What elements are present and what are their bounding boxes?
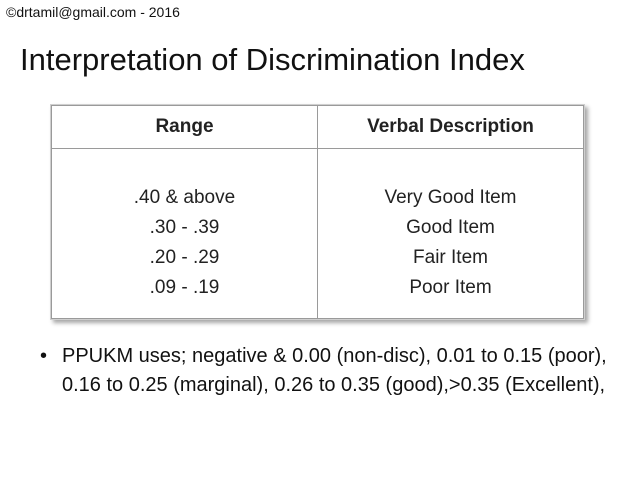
slide-title: Interpretation of Discrimination Index (20, 42, 525, 77)
table-header-row: Range Verbal Description (51, 105, 584, 149)
bullet-item: • PPUKM uses; negative & 0.00 (non-disc)… (40, 342, 620, 400)
table-body-row: .40 & above .30 - .39 .20 - .29 .09 - .1… (51, 148, 584, 319)
bullet-icon: • (40, 345, 48, 367)
range-value: .20 - .29 (149, 247, 220, 268)
header-range: Range (51, 105, 318, 149)
range-value: .30 - .39 (149, 217, 220, 238)
description-cell: Very Good Item Good Item Fair Item Poor … (317, 148, 584, 319)
description-value: Good Item (406, 217, 495, 238)
range-value: .09 - .19 (149, 277, 220, 298)
bullet-list: • PPUKM uses; negative & 0.00 (non-disc)… (40, 342, 620, 400)
range-cell: .40 & above .30 - .39 .20 - .29 .09 - .1… (51, 148, 318, 319)
range-value: .40 & above (133, 187, 236, 208)
description-value: Poor Item (409, 277, 492, 298)
discrimination-index-table: Range Verbal Description .40 & above .30… (50, 104, 585, 320)
description-value: Very Good Item (384, 187, 517, 208)
table-grid: Range Verbal Description .40 & above .30… (51, 105, 584, 319)
description-value: Fair Item (413, 247, 488, 268)
bullet-text: PPUKM uses; negative & 0.00 (non-disc), … (62, 345, 607, 396)
header-verbal-description: Verbal Description (317, 105, 584, 149)
copyright-text: ©drtamil@gmail.com - 2016 (6, 4, 180, 20)
